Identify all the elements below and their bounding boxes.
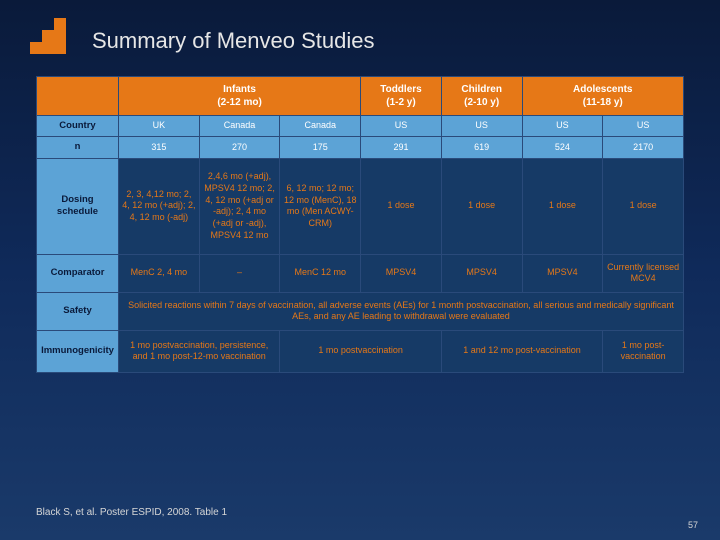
studies-table: Infants(2-12 mo) Toddlers(1-2 y) Childre… — [36, 76, 684, 373]
table-cell: 619 — [441, 137, 522, 158]
table-cell: 524 — [522, 137, 603, 158]
table-cell: Currently licensed MCV4 — [603, 254, 684, 292]
page-number: 57 — [688, 520, 698, 530]
header-toddlers: Toddlers(1-2 y) — [361, 77, 442, 116]
table-cell: – — [199, 254, 280, 292]
table-cell: MPSV4 — [361, 254, 442, 292]
studies-table-wrap: Infants(2-12 mo) Toddlers(1-2 y) Childre… — [36, 76, 684, 373]
comparator-label: Comparator — [37, 254, 119, 292]
table-cell: 1 mo postvaccination — [280, 330, 441, 372]
table-cell: 1 dose — [361, 158, 442, 254]
table-cell: US — [603, 116, 684, 137]
country-label: Country — [37, 116, 119, 137]
immuno-label: Immunogenicity — [37, 330, 119, 372]
table-cell: US — [522, 116, 603, 137]
header-adolescents: Adolescents(11-18 y) — [522, 77, 683, 116]
safety-text: Solicited reactions within 7 days of vac… — [119, 292, 684, 330]
table-cell: 1 dose — [441, 158, 522, 254]
table-cell: MPSV4 — [522, 254, 603, 292]
table-cell: MPSV4 — [441, 254, 522, 292]
dosing-row: Dosing schedule 2, 3, 4,12 mo; 2, 4, 12 … — [37, 158, 684, 254]
table-cell: US — [441, 116, 522, 137]
table-cell: 2,4,6 mo (+adj), MPSV4 12 mo; 2, 4, 12 m… — [199, 158, 280, 254]
brand-logo — [30, 18, 78, 58]
safety-row: Safety Solicited reactions within 7 days… — [37, 292, 684, 330]
safety-label: Safety — [37, 292, 119, 330]
table-cell: 1 mo postvaccination, persistence, and 1… — [119, 330, 280, 372]
dosing-label: Dosing schedule — [37, 158, 119, 254]
table-cell: 6, 12 mo; 12 mo; 12 mo (MenC), 18 mo (Me… — [280, 158, 361, 254]
country-row: Country UK Canada Canada US US US US — [37, 116, 684, 137]
table-cell: 1 and 12 mo post-vaccination — [441, 330, 602, 372]
table-cell: Canada — [280, 116, 361, 137]
table-cell: 2, 3, 4,12 mo; 2, 4, 12 mo (+adj); 2, 4,… — [119, 158, 200, 254]
table-cell: 1 dose — [522, 158, 603, 254]
table-cell: 175 — [280, 137, 361, 158]
header-row: Infants(2-12 mo) Toddlers(1-2 y) Childre… — [37, 77, 684, 116]
comparator-row: Comparator MenC 2, 4 mo – MenC 12 mo MPS… — [37, 254, 684, 292]
n-row: n 315 270 175 291 619 524 2170 — [37, 137, 684, 158]
table-cell: MenC 2, 4 mo — [119, 254, 200, 292]
table-cell: MenC 12 mo — [280, 254, 361, 292]
table-cell: UK — [119, 116, 200, 137]
header-infants: Infants(2-12 mo) — [119, 77, 361, 116]
table-cell: 1 mo post-vaccination — [603, 330, 684, 372]
n-label: n — [37, 137, 119, 158]
table-cell: 315 — [119, 137, 200, 158]
table-cell: 270 — [199, 137, 280, 158]
table-cell: 1 dose — [603, 158, 684, 254]
slide-title: Summary of Menveo Studies — [92, 28, 374, 54]
table-cell: US — [361, 116, 442, 137]
table-cell: 291 — [361, 137, 442, 158]
immuno-row: Immunogenicity 1 mo postvaccination, per… — [37, 330, 684, 372]
footnote: Black S, et al. Poster ESPID, 2008. Tabl… — [36, 507, 227, 518]
table-cell: Canada — [199, 116, 280, 137]
header-blank — [37, 77, 119, 116]
table-cell: 2170 — [603, 137, 684, 158]
header-children: Children(2-10 y) — [441, 77, 522, 116]
